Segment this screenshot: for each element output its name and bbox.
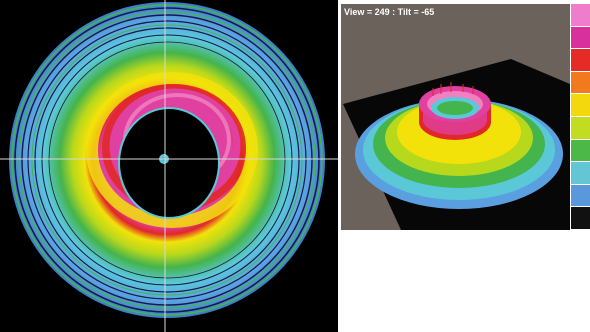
color-scale-swatch-green: [571, 139, 590, 163]
outer-green-rings: [11, 4, 323, 316]
color-scale-swatch-red: [571, 49, 590, 72]
top-divider: [341, 0, 590, 4]
outer-ring-lines: [14, 7, 320, 313]
color-scale-swatch-magenta: [571, 26, 590, 50]
top-view-map-panel: [0, 0, 338, 332]
color-scale-swatch-orange: [571, 71, 590, 95]
view-tilt-readout: View = 249 : Tilt = -65: [344, 7, 435, 17]
tilt-view-panel: View = 249 : Tilt = -65: [341, 4, 570, 230]
yellow-band: [86, 72, 258, 228]
color-scale-swatch-yellow: [571, 94, 590, 117]
tilt-view-3d: [341, 4, 570, 230]
center-hole-rim: [118, 107, 220, 219]
color-scale-swatch-dark: [571, 207, 590, 230]
top-view-map: [0, 0, 338, 332]
color-scale-swatch-cyan: [571, 162, 590, 185]
center-hole: [119, 108, 219, 218]
color-scale-swatch-pink: [571, 4, 590, 27]
column-texture: [432, 82, 474, 96]
color-scale-swatch-blue: [571, 184, 590, 208]
color-scale-bar: [571, 4, 590, 230]
color-scale-swatch-yellow-green: [571, 116, 590, 140]
